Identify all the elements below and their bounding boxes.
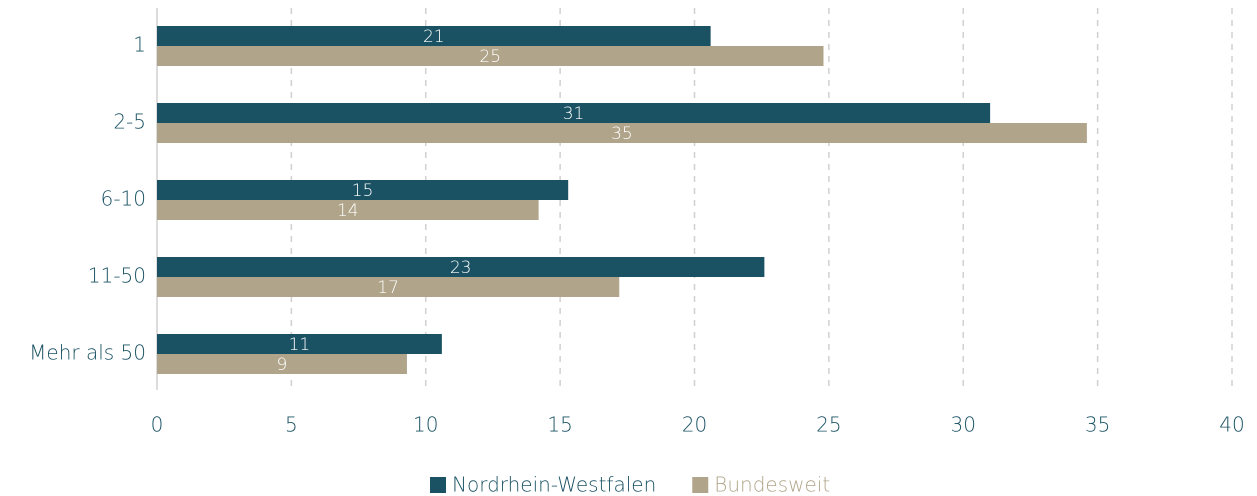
- y-tick-label: 6-10: [101, 187, 146, 211]
- data-label: 14: [337, 201, 359, 221]
- bar: [157, 180, 569, 200]
- y-tick-label: Mehr als 50: [29, 341, 146, 365]
- bar: [157, 46, 824, 66]
- data-label: 15: [352, 181, 374, 201]
- data-label: 9: [277, 355, 288, 375]
- legend-label: Bundesweit: [714, 473, 830, 496]
- data-label: 11: [289, 335, 311, 355]
- x-tick-label: 35: [1085, 413, 1110, 437]
- x-tick-label: 20: [682, 413, 707, 437]
- y-tick-label: 1: [133, 33, 146, 57]
- data-label: 21: [423, 27, 445, 47]
- x-tick-label: 40: [1219, 413, 1244, 437]
- legend-swatch: [692, 477, 709, 493]
- bar: [157, 200, 539, 220]
- bar: [157, 354, 407, 374]
- x-tick-label: 30: [951, 413, 976, 437]
- data-label: 17: [377, 278, 399, 298]
- data-label: 31: [563, 104, 585, 124]
- data-label: 35: [611, 124, 633, 144]
- x-tick-label: 10: [413, 413, 438, 437]
- x-tick-label: 0: [151, 413, 164, 437]
- bar: [157, 123, 1087, 143]
- y-tick-label: 2-5: [113, 110, 146, 134]
- legend-label: Nordrhein-Westfalen: [452, 473, 656, 496]
- x-tick-label: 5: [285, 413, 298, 437]
- bar: [157, 103, 991, 123]
- bar: [157, 26, 711, 46]
- bar: [157, 334, 442, 354]
- bar: [157, 257, 765, 277]
- data-label: 25: [479, 47, 501, 67]
- bar: [157, 277, 620, 297]
- data-label: 23: [450, 258, 472, 278]
- legend-swatch: [430, 477, 446, 493]
- x-tick-label: 25: [816, 413, 841, 437]
- y-tick-label: 11-50: [88, 264, 146, 288]
- x-tick-label: 15: [547, 413, 572, 437]
